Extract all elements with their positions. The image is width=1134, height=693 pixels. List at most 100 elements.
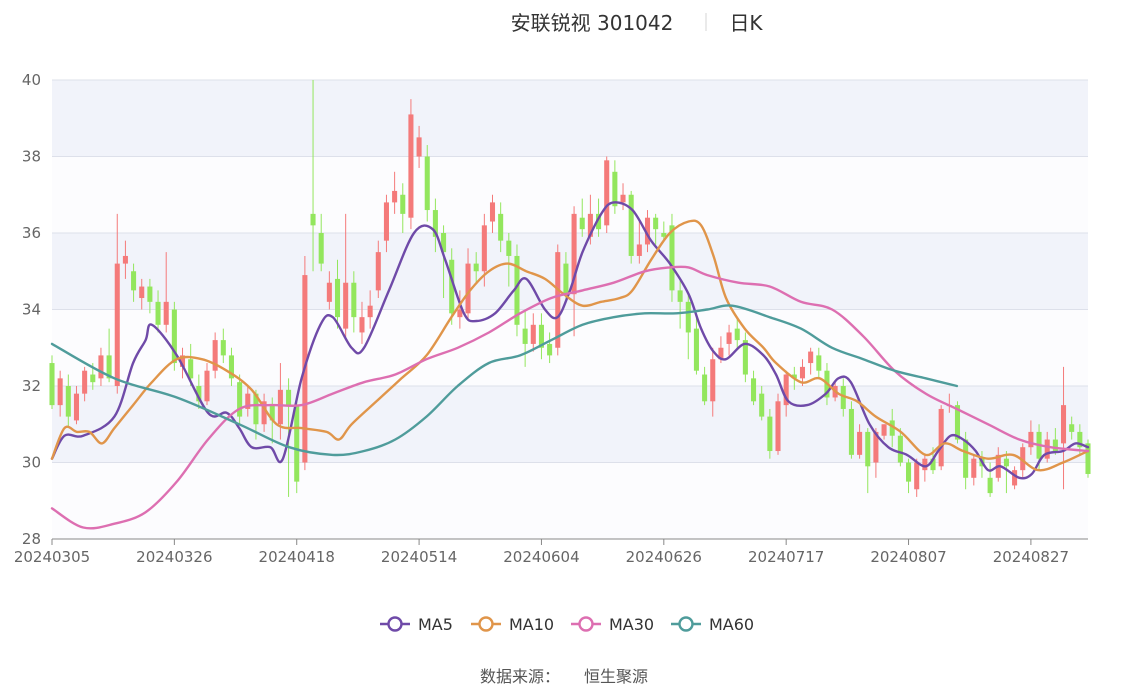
candlestick	[196, 374, 202, 409]
candle-body	[538, 324, 544, 348]
y-axis: 28 30 32 34 36 38 40	[22, 71, 41, 548]
candlestick	[237, 374, 243, 425]
candle-body	[359, 317, 365, 333]
candlestick	[457, 290, 463, 329]
candle-body	[742, 340, 748, 375]
legend-item-ma60[interactable]: MA60	[671, 615, 754, 634]
candlestick	[122, 240, 128, 279]
candle-body	[343, 282, 349, 329]
candle-body	[930, 458, 936, 471]
legend-marker	[578, 616, 594, 632]
candlestick	[1028, 420, 1034, 455]
candlestick	[775, 393, 781, 455]
candle-body	[514, 255, 520, 325]
candle-body	[897, 435, 903, 463]
candle-body	[498, 213, 504, 241]
candle-body	[914, 462, 920, 490]
candle-body	[677, 290, 683, 302]
candle-body	[987, 477, 993, 494]
candle-body	[644, 217, 651, 245]
candle-body	[294, 405, 300, 482]
candlestick	[228, 347, 234, 386]
candlestick	[971, 454, 977, 486]
candlestick	[636, 221, 642, 264]
candle-body	[383, 202, 389, 241]
candlestick	[816, 347, 822, 379]
chart-band	[52, 233, 1088, 310]
candlestick	[685, 294, 691, 360]
candle-body	[188, 359, 194, 379]
candlestick	[734, 317, 740, 348]
candlestick	[840, 378, 846, 417]
chart-band	[52, 156, 1088, 233]
candle-body	[253, 393, 259, 425]
candlestick	[343, 213, 349, 341]
candlestick	[441, 225, 447, 299]
candle-body	[261, 401, 267, 425]
candlestick	[726, 324, 732, 356]
candle-body	[49, 363, 55, 406]
candlestick	[82, 366, 88, 402]
candlestick	[367, 290, 373, 329]
candlestick	[449, 248, 455, 325]
candle-body	[1085, 443, 1091, 474]
candle-body	[808, 351, 814, 364]
candle-body	[522, 328, 528, 344]
legend-item-ma30[interactable]: MA30	[571, 615, 654, 634]
candlestick	[653, 213, 659, 245]
candle-body	[971, 458, 977, 478]
period-label[interactable]: 日K	[729, 11, 763, 35]
candlestick	[889, 408, 895, 448]
candle-body	[963, 439, 969, 478]
candlestick	[432, 198, 438, 253]
candle-body	[432, 210, 438, 237]
candle-body	[318, 233, 324, 264]
legend-item-ma5[interactable]: MA5	[380, 615, 453, 634]
candlestick	[498, 202, 504, 253]
x-tick-label: 20240514	[381, 548, 457, 566]
candlestick	[751, 370, 757, 406]
candlestick	[865, 428, 871, 494]
candlestick	[914, 458, 920, 497]
candle-body	[783, 374, 789, 406]
candle-body	[245, 393, 251, 409]
candlestick	[383, 194, 389, 253]
source-label: 数据来源：	[480, 667, 560, 686]
y-tick-label: 38	[22, 148, 41, 166]
candlestick	[759, 386, 765, 421]
candle-body	[865, 431, 871, 467]
candle-body	[734, 328, 740, 341]
candle-body	[906, 462, 912, 482]
ma-line-ma10	[50, 219, 1090, 472]
candlestick	[465, 248, 471, 321]
candle-body	[465, 263, 471, 314]
candle-body	[922, 458, 928, 471]
x-tick-label: 20240626	[626, 548, 702, 566]
candlestick	[693, 317, 699, 375]
legend-marker	[478, 616, 494, 632]
candle-body	[163, 301, 169, 325]
y-tick-label: 30	[22, 454, 41, 472]
candle-body	[204, 370, 210, 402]
y-tick-label: 34	[22, 301, 41, 319]
candle-body	[220, 340, 226, 356]
candlestick	[351, 271, 357, 333]
candlestick	[139, 278, 145, 310]
candle-body	[228, 355, 234, 379]
legend-item-ma10[interactable]: MA10	[471, 615, 554, 634]
candle-body	[1003, 458, 1009, 467]
candlestick	[1052, 428, 1058, 455]
candlestick	[375, 240, 381, 299]
candle-body	[114, 263, 120, 386]
candle-body	[726, 332, 732, 344]
candle-body	[400, 194, 406, 214]
candle-body	[65, 386, 71, 417]
ma-line-ma30	[50, 265, 1090, 530]
candlestick	[767, 408, 773, 459]
candle-body	[661, 233, 667, 237]
candle-body	[90, 374, 96, 383]
candlestick	[392, 171, 398, 214]
candlestick	[530, 313, 536, 352]
candlestick	[677, 278, 683, 329]
